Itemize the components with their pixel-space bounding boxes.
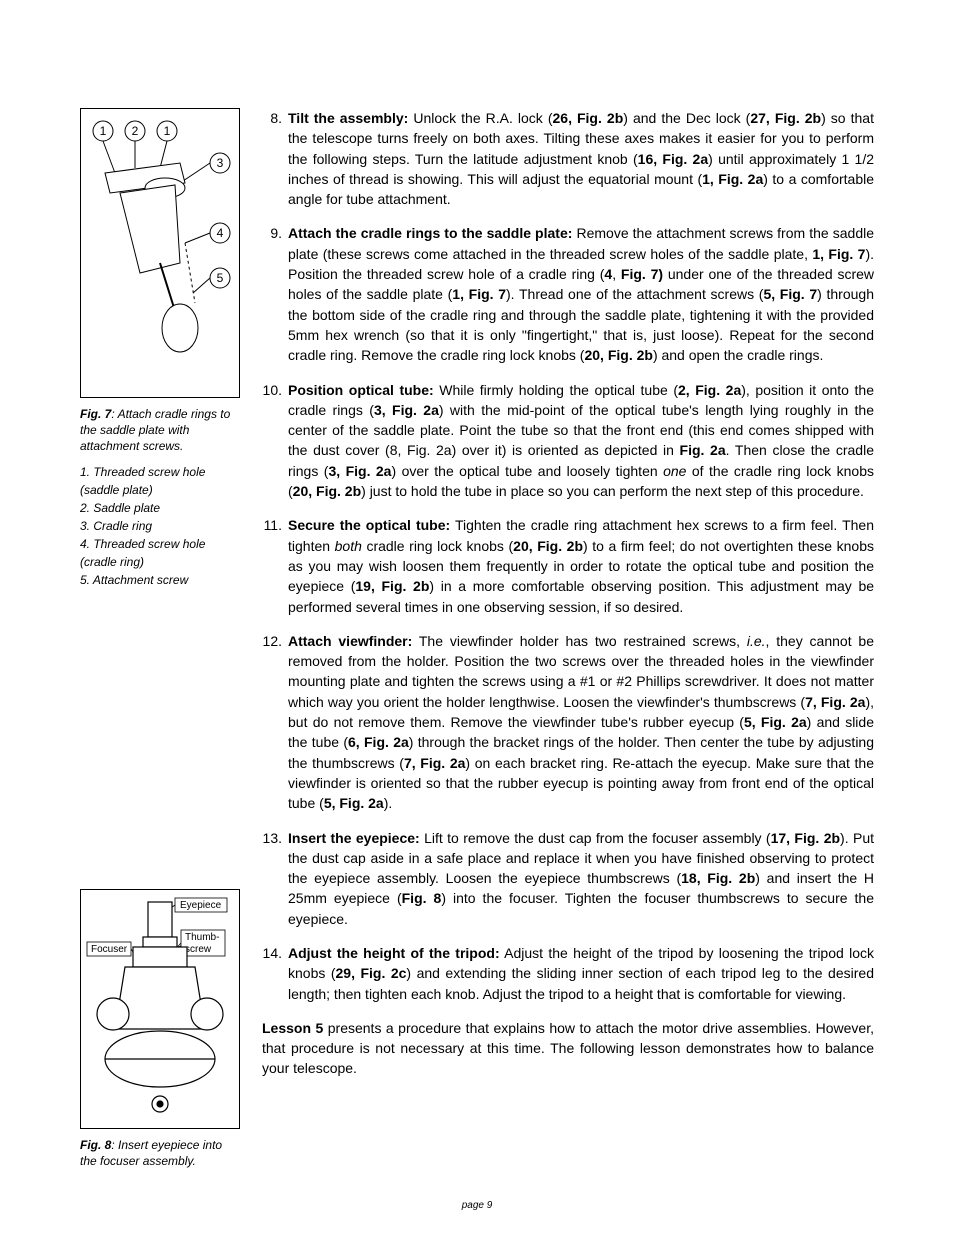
fig7-legend-2: 2. Saddle plate: [80, 499, 240, 517]
closing-paragraph: Lesson 5 presents a procedure that expla…: [262, 1018, 874, 1079]
fig7-callout-1b: 1: [164, 124, 171, 138]
fig7-box: 1 2 1 3 4 5: [80, 108, 240, 398]
step-body: Adjust the height of the tripod: Adjust …: [288, 943, 874, 1004]
fig7-diagram: 1 2 1 3 4 5: [85, 113, 235, 393]
fig7-legend-4: 4. Threaded screw hole (cradle ring): [80, 535, 240, 571]
page: 1 2 1 3 4 5: [0, 0, 954, 1235]
step-body: Attach viewfinder: The viewfinder holder…: [288, 631, 874, 814]
fig7-legend: 1. Threaded screw hole (saddle plate) 2.…: [80, 463, 240, 589]
step-item: 11.Secure the optical tube: Tighten the …: [262, 515, 874, 616]
fig7-callout-5: 5: [217, 271, 224, 285]
sidebar: 1 2 1 3 4 5: [80, 108, 240, 1195]
fig7-callout-2: 2: [132, 124, 139, 138]
fig8-label-thumb2: screw: [185, 944, 212, 955]
fig8-caption: Fig. 8: Insert eyepiece into the focuser…: [80, 1137, 240, 1169]
step-body: Attach the cradle rings to the saddle pl…: [288, 223, 874, 365]
step-number: 9.: [262, 223, 288, 365]
step-item: 8.Tilt the assembly: Unlock the R.A. loc…: [262, 108, 874, 209]
step-body: Insert the eyepiece: Lift to remove the …: [288, 828, 874, 929]
fig7-legend-5: 5. Attachment screw: [80, 571, 240, 589]
step-item: 12.Attach viewfinder: The viewfinder hol…: [262, 631, 874, 814]
fig8-box: Eyepiece Thumb- screw Focuser: [80, 889, 240, 1129]
fig8-label-focuser: Focuser: [91, 944, 128, 955]
main-column: 8.Tilt the assembly: Unlock the R.A. loc…: [262, 108, 874, 1195]
fig7-callout-3: 3: [217, 156, 224, 170]
step-item: 14.Adjust the height of the tripod: Adju…: [262, 943, 874, 1004]
fig8-diagram: Eyepiece Thumb- screw Focuser: [85, 894, 235, 1124]
fig8-label-eyepiece: Eyepiece: [180, 900, 222, 911]
step-body: Tilt the assembly: Unlock the R.A. lock …: [288, 108, 874, 209]
fig8-label-thumb1: Thumb-: [185, 932, 219, 943]
step-number: 12.: [262, 631, 288, 814]
fig7-label: Fig. 7: [80, 407, 111, 421]
fig7-callout-1a: 1: [100, 124, 107, 138]
step-body: Secure the optical tube: Tighten the cra…: [288, 515, 874, 616]
fig8-label: Fig. 8: [80, 1138, 111, 1152]
fig7-caption: Fig. 7: Attach cradle rings to the saddl…: [80, 406, 240, 455]
step-number: 14.: [262, 943, 288, 1004]
step-item: 9.Attach the cradle rings to the saddle …: [262, 223, 874, 365]
fig7-legend-1: 1. Threaded screw hole (saddle plate): [80, 463, 240, 499]
step-item: 10.Position optical tube: While firmly h…: [262, 380, 874, 502]
page-number: page 9: [0, 1200, 954, 1211]
step-list: 8.Tilt the assembly: Unlock the R.A. loc…: [262, 108, 874, 1004]
step-number: 8.: [262, 108, 288, 209]
step-body: Position optical tube: While firmly hold…: [288, 380, 874, 502]
step-number: 10.: [262, 380, 288, 502]
fig7-legend-3: 3. Cradle ring: [80, 517, 240, 535]
fig7-callout-4: 4: [217, 226, 224, 240]
step-item: 13.Insert the eyepiece: Lift to remove t…: [262, 828, 874, 929]
step-number: 11.: [262, 515, 288, 616]
two-column-layout: 1 2 1 3 4 5: [80, 108, 874, 1195]
step-number: 13.: [262, 828, 288, 929]
